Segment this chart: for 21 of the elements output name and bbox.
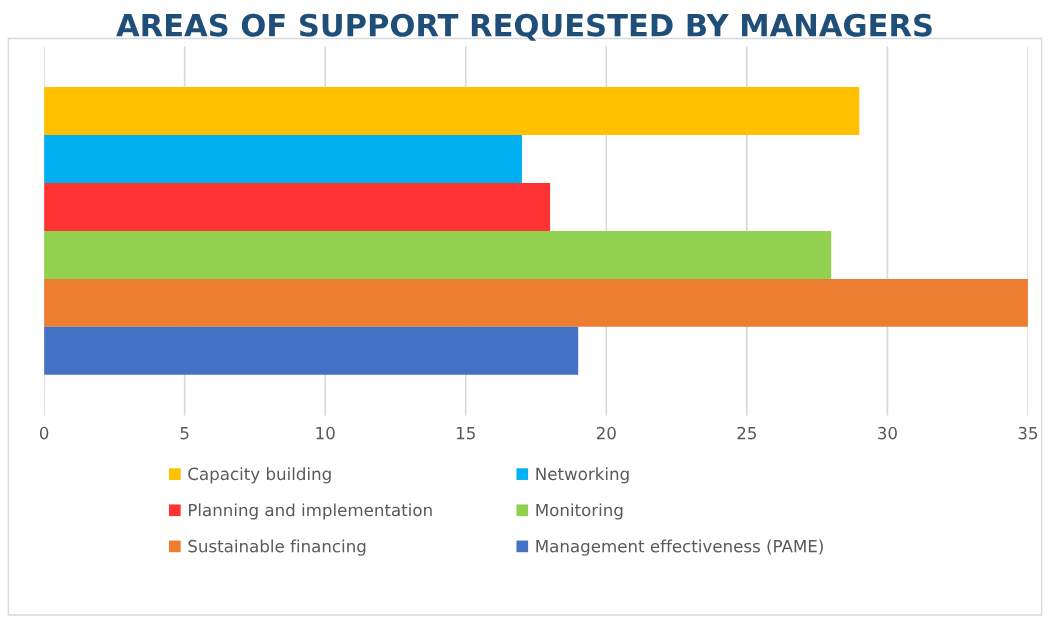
x-tick-label: 20 xyxy=(596,426,616,440)
bar xyxy=(44,326,579,375)
x-tick-label: 0 xyxy=(39,426,49,440)
bar xyxy=(44,182,551,231)
x-tick-label: 30 xyxy=(878,426,897,440)
x-tick-label: 5 xyxy=(180,427,189,440)
legend-label: Networking xyxy=(536,467,629,484)
legend-label: Monitoring xyxy=(536,503,623,520)
bar xyxy=(44,230,832,279)
bar xyxy=(44,87,860,136)
x-tick-label: 15 xyxy=(456,427,475,440)
bar xyxy=(44,135,522,183)
legend-label: Management effectiveness (PAME) xyxy=(536,539,823,556)
bar xyxy=(44,278,1028,327)
x-tick-label: 25 xyxy=(737,426,756,440)
legend-label: Sustainable financing xyxy=(188,539,366,556)
x-tick-label: 35 xyxy=(1018,426,1038,440)
legend-label: Capacity building xyxy=(188,467,331,484)
chart-title: AREAS OF SUPPORT REQUESTED BY MANAGERS xyxy=(116,13,932,41)
legend-label: Planning and implementation xyxy=(188,503,432,520)
x-tick-label: 10 xyxy=(316,426,335,440)
